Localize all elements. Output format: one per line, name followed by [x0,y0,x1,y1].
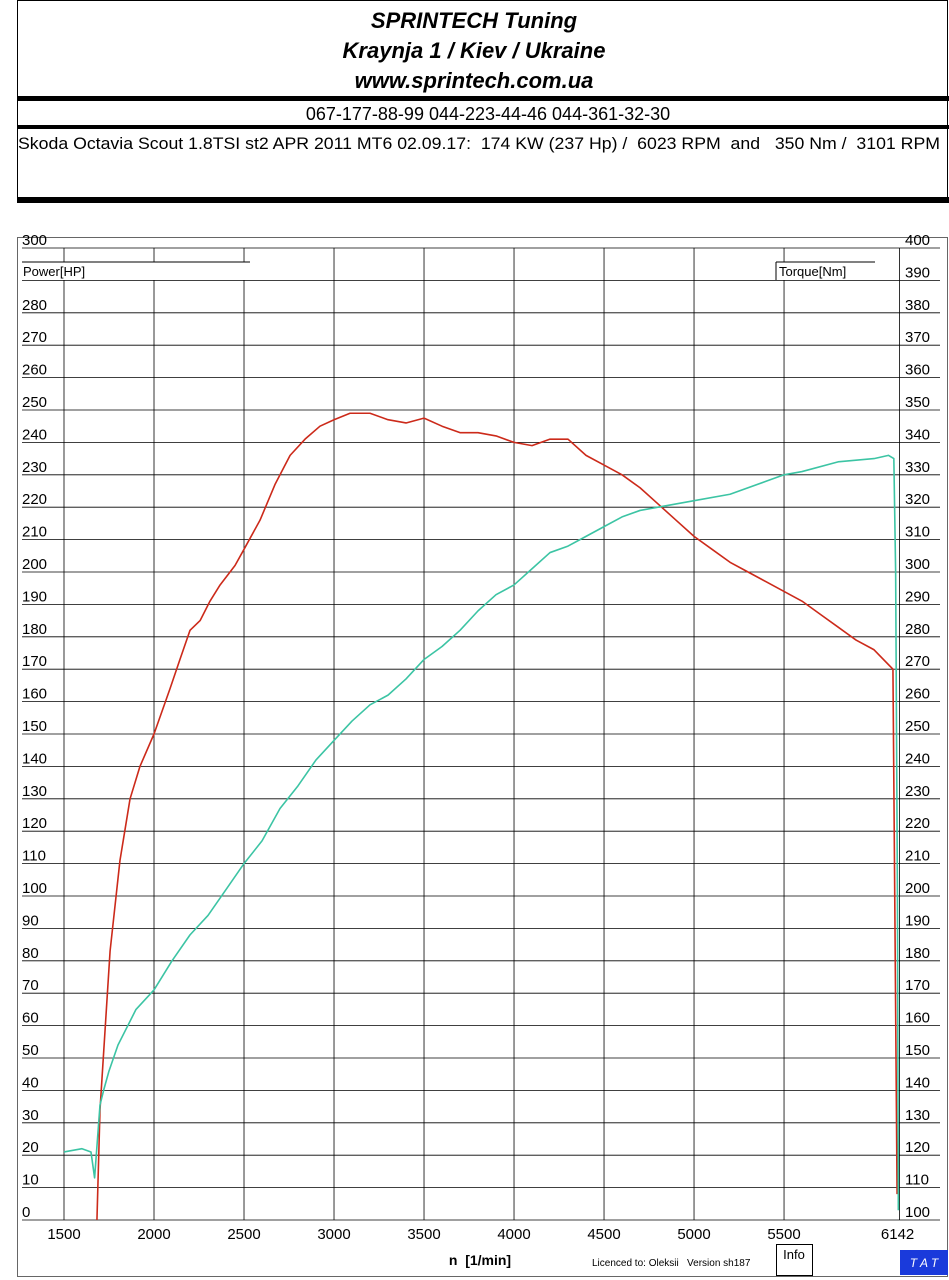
y-tick-label: 0 [22,1204,30,1221]
y-tick-label: 280 [22,297,47,314]
y-tick-label: 20 [22,1139,39,1156]
y-tick-label: 230 [22,459,47,476]
y-tick-label: 220 [22,491,47,508]
y2-tick-label: 340 [905,426,930,443]
y2-tick-label: 310 [905,524,930,541]
y-tick-label: 100 [22,880,47,897]
y-tick-label: 50 [22,1042,39,1059]
x-axis-label: n [1/min] [449,1252,511,1268]
licence: Licenced to: Oleksii Version sh187 [592,1258,751,1269]
y2-tick-label: 120 [905,1139,930,1156]
header-title: SPRINTECH Tuning [371,8,578,33]
y2-tick-label: 230 [905,783,930,800]
x-tick-label: 4000 [497,1226,530,1243]
logo: T A T [910,1256,940,1270]
y2-tick-label: 170 [905,977,930,994]
y2-tick-label: 380 [905,297,930,314]
y-tick-label: 270 [22,329,47,346]
y-tick-label: 30 [22,1107,39,1124]
y2-tick-label: 210 [905,848,930,865]
y2-tick-label: 330 [905,459,930,476]
legend-box [22,262,250,280]
y2-tick-label: 220 [905,815,930,832]
y2-tick-label: 360 [905,362,930,379]
rule [17,96,949,101]
series-line [96,412,898,1221]
header-phones: 067-177-88-99 044-223-44-46 044-361-32-3… [306,104,670,124]
logo-box [900,1250,948,1275]
legend-label: Torque[Nm] [779,264,846,279]
y-tick-label: 140 [22,750,47,767]
y-tick-label: 180 [22,621,47,638]
y2-tick-label: 240 [905,750,930,767]
y-tick-label: 70 [22,977,39,994]
y2-tick-label: 300 [905,556,930,573]
y-tick-label: 260 [22,362,47,379]
y2-tick-label: 290 [905,588,930,605]
info-button-label[interactable]: Info [783,1247,805,1262]
y-tick-label: 210 [22,524,47,541]
rule [17,125,949,129]
y2-tick-label: 190 [905,912,930,929]
y-tick-label: 80 [22,945,39,962]
y-tick-label: 300 [22,232,47,249]
y-tick-label: 130 [22,783,47,800]
y-tick-label: 250 [22,394,47,411]
series-line [63,454,900,1211]
y2-tick-label: 250 [905,718,930,735]
x-tick-label: 4500 [587,1226,620,1243]
y2-tick-label: 100 [905,1204,930,1221]
info-button[interactable] [776,1244,813,1276]
y2-tick-label: 390 [905,264,930,281]
y2-tick-label: 140 [905,1074,930,1091]
y2-tick-label: 110 [905,1172,929,1189]
y2-tick-label: 200 [905,880,930,897]
x-tick-label: 5500 [767,1226,800,1243]
y-tick-label: 190 [22,588,47,605]
x-tick-label: 3000 [317,1226,350,1243]
y2-tick-label: 280 [905,621,930,638]
y-tick-label: 40 [22,1074,39,1091]
y2-tick-label: 350 [905,394,930,411]
y-tick-label: 120 [22,815,47,832]
y2-tick-label: 370 [905,329,930,346]
y-tick-label: 150 [22,718,47,735]
y2-tick-label: 150 [905,1042,930,1059]
y2-tick-label: 260 [905,686,930,703]
x-tick-label: 2000 [137,1226,170,1243]
x-tick-label: 2500 [227,1226,260,1243]
x-tick-label: 1500 [47,1226,80,1243]
y2-tick-label: 160 [905,1010,930,1027]
x-tick-label: 5000 [677,1226,710,1243]
y2-tick-label: 180 [905,945,930,962]
header-address: Kraynja 1 / Kiev / Ukraine [343,38,606,63]
legend-box [776,262,875,280]
header-website: www.sprintech.com.ua [355,68,594,93]
rule [17,197,949,203]
y-tick-label: 10 [22,1172,39,1189]
header-description: Skoda Octavia Scout 1.8TSI st2 APR 2011 … [18,134,940,153]
chart-frame [17,237,948,1277]
y-tick-label: 170 [22,653,47,670]
y-tick-label: 110 [22,848,46,865]
y2-tick-label: 270 [905,653,930,670]
y2-tick-label: 400 [905,232,930,249]
legend-label: Power[HP] [23,264,85,279]
y-tick-label: 90 [22,912,39,929]
y2-tick-label: 320 [905,491,930,508]
y-tick-label: 160 [22,686,47,703]
x-tick-label: 3500 [407,1226,440,1243]
x-tick-label: 6142 [881,1226,914,1243]
y-tick-label: 200 [22,556,47,573]
y-tick-label: 60 [22,1010,39,1027]
y2-tick-label: 130 [905,1107,930,1124]
y-tick-label: 240 [22,426,47,443]
